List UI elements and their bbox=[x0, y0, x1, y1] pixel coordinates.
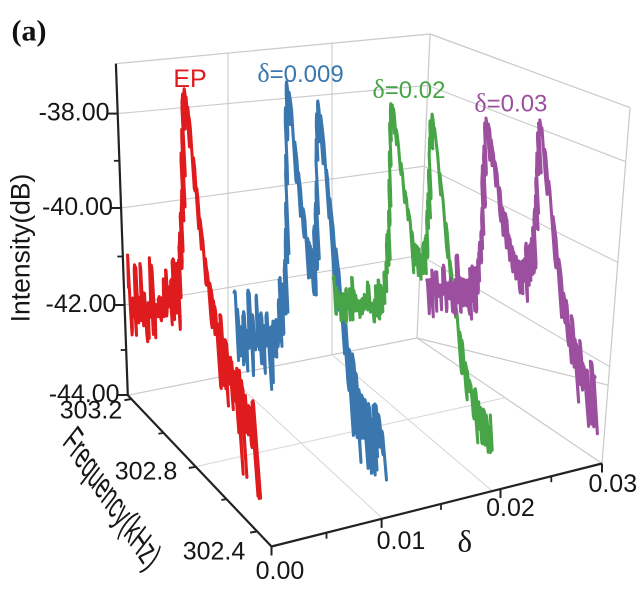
svg-text:EP: EP bbox=[173, 65, 206, 93]
svg-text:δ: δ bbox=[457, 524, 472, 559]
svg-text:0.00: 0.00 bbox=[256, 557, 305, 584]
svg-text:δ=0.009: δ=0.009 bbox=[257, 58, 343, 87]
svg-text:-42.00: -42.00 bbox=[46, 290, 117, 318]
svg-text:302.4: 302.4 bbox=[183, 538, 246, 566]
svg-text:Intensity(dB): Intensity(dB) bbox=[6, 174, 36, 323]
svg-text:-40.00: -40.00 bbox=[42, 193, 113, 221]
svg-text:-38.00: -38.00 bbox=[39, 99, 110, 127]
svg-text:(a): (a) bbox=[12, 15, 47, 48]
svg-text:303.2: 303.2 bbox=[60, 397, 123, 425]
svg-text:0.03: 0.03 bbox=[588, 470, 637, 498]
svg-text:δ=0.02: δ=0.02 bbox=[373, 74, 446, 103]
svg-text:302.8: 302.8 bbox=[115, 458, 178, 486]
svg-text:δ=0.03: δ=0.03 bbox=[474, 88, 547, 117]
svg-text:0.02: 0.02 bbox=[486, 494, 535, 522]
svg-text:-44.00: -44.00 bbox=[49, 380, 120, 408]
svg-text:0.01: 0.01 bbox=[377, 527, 426, 555]
